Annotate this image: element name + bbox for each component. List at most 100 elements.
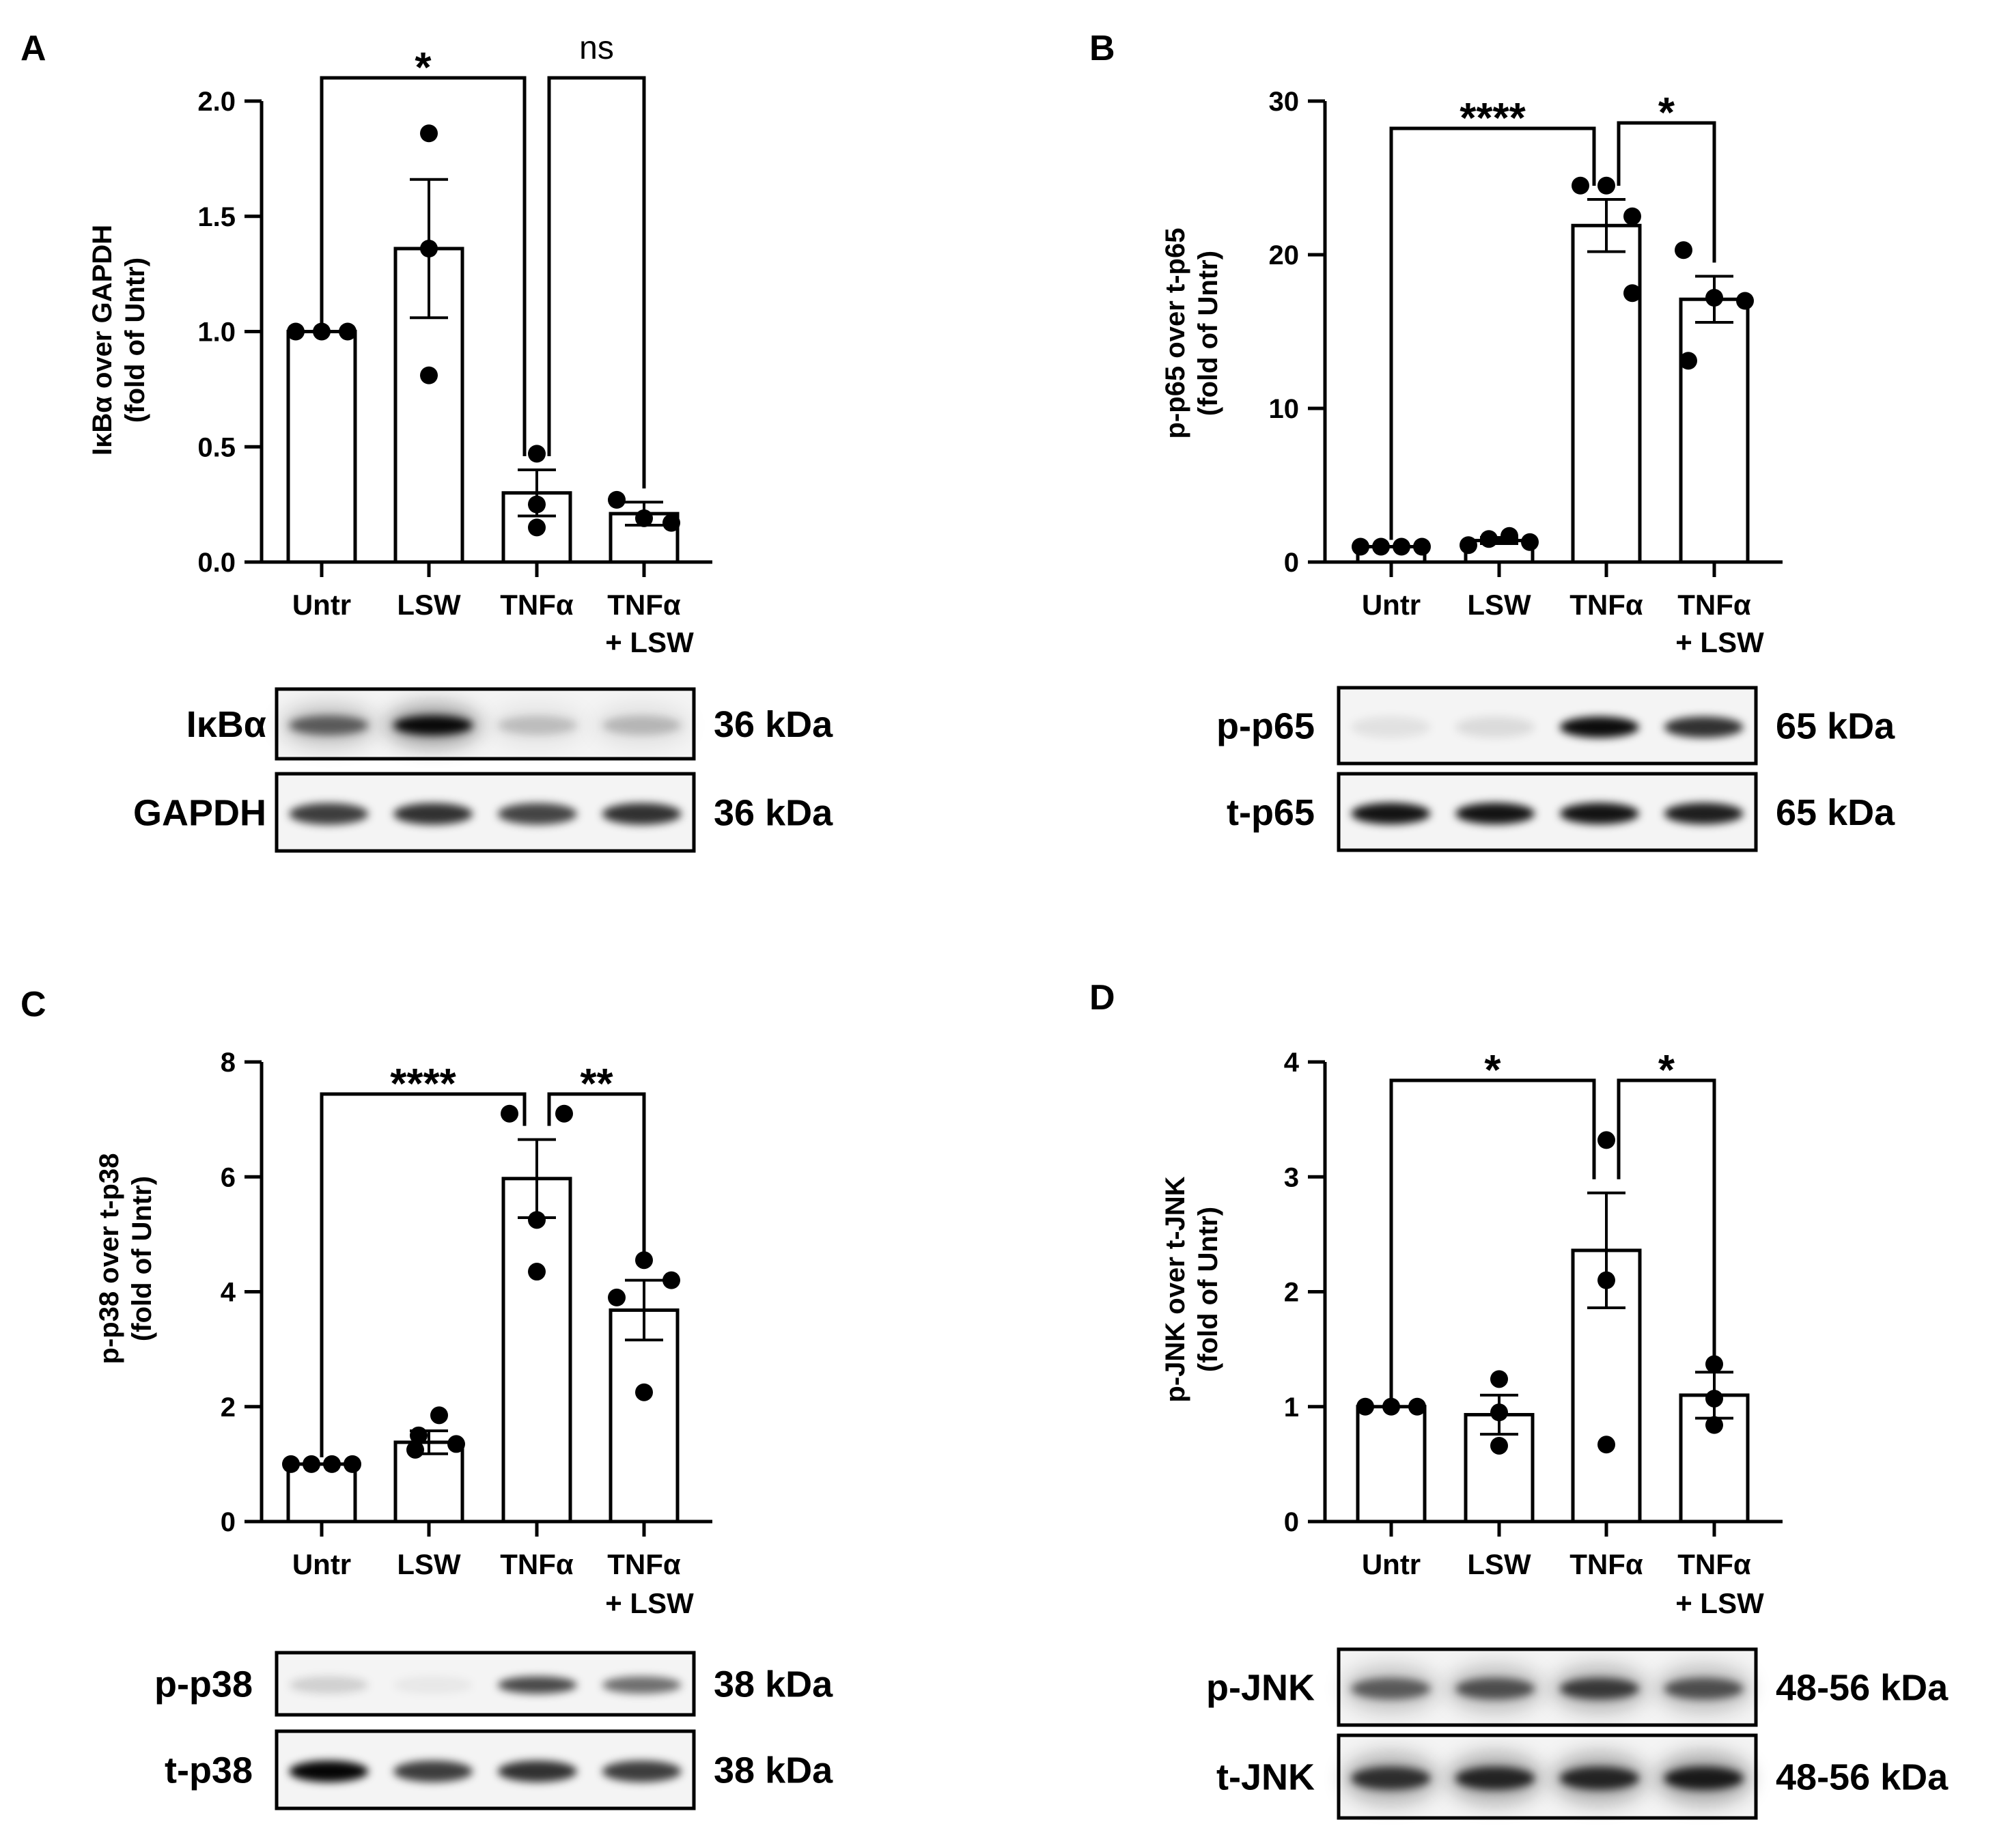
- blot-kda: 65 kDa: [1776, 792, 1895, 833]
- data-point: [1356, 1397, 1374, 1416]
- data-point: [1490, 1403, 1508, 1422]
- data-point: [339, 322, 357, 341]
- panel-b-blots: p-p65 65 kDa t-p65 65 kDa: [1216, 686, 1895, 852]
- blot-label: t-JNK: [1216, 1757, 1315, 1798]
- panel-c-ylabel-line1: p-p38 over t-p38: [94, 1153, 124, 1364]
- blot-band: [1351, 802, 1431, 824]
- panel-letter-a: A: [20, 29, 46, 68]
- bar: [1571, 223, 1642, 564]
- bar: [1356, 1405, 1427, 1524]
- significance-label: **: [580, 1061, 613, 1108]
- blot-label: IκBα: [186, 704, 266, 745]
- x-tick-label: Untr: [1362, 589, 1421, 621]
- y-tick-label: 0: [1284, 548, 1299, 578]
- data-point: [1623, 284, 1641, 303]
- data-point: [608, 490, 626, 509]
- blot-kda: 36 kDa: [714, 793, 833, 834]
- panel-a-plot: 0.0 0.5 1.0 1.5 2.0 Untr LSW TNFα TNFα + LSW * ns: [197, 30, 712, 658]
- data-point: [1597, 1271, 1615, 1289]
- significance-bracket: [1617, 121, 1716, 263]
- data-point: [528, 445, 546, 463]
- data-point: [635, 1383, 653, 1401]
- panel-a-ylabel-line2: (fold of Untr): [120, 257, 150, 423]
- x-tick-label: TNFα: [607, 1548, 681, 1580]
- data-point: [528, 1263, 546, 1281]
- data-point: [1597, 176, 1615, 195]
- data-point: [1705, 1389, 1723, 1408]
- data-point: [313, 322, 331, 341]
- significance-bracket: [320, 1092, 527, 1457]
- data-point: [1372, 537, 1390, 556]
- y-tick-label: 2: [221, 1392, 236, 1423]
- blot-band: [1351, 716, 1431, 738]
- x-tick-label: Untr: [1362, 1548, 1421, 1580]
- data-point: [528, 518, 546, 537]
- data-point: [287, 322, 305, 341]
- blot-band: [1455, 802, 1535, 824]
- significance-label: *: [1484, 1047, 1501, 1094]
- data-point: [662, 1271, 680, 1289]
- data-point: [1413, 537, 1431, 556]
- panel-d-ylabel-line2: (fold of Untr): [1193, 1207, 1223, 1372]
- x-tick-label: + LSW: [1675, 626, 1764, 658]
- panel-letter-b: B: [1089, 29, 1115, 68]
- significance-bracket: [1389, 126, 1596, 540]
- data-point: [528, 495, 546, 514]
- panel-c-blots: p-p38 38 kDa t-p38 38 kDa: [154, 1651, 833, 1810]
- blot-band: [1351, 1766, 1431, 1790]
- panel-d-plot: 0 1 2 3 4 Untr LSW TNFα TNFα + LSW * *: [1284, 1047, 1783, 1619]
- blot-band: [289, 1760, 369, 1782]
- blot-band: [1664, 1766, 1744, 1790]
- x-tick-label: Untr: [292, 1548, 351, 1580]
- blot-band: [393, 802, 473, 825]
- blot-kda: 38 kDa: [714, 1750, 833, 1791]
- data-point: [1490, 1436, 1508, 1455]
- data-point: [420, 124, 438, 143]
- x-tick-label: Untr: [292, 589, 351, 621]
- x-tick-label: + LSW: [1675, 1587, 1764, 1619]
- bar: [286, 1462, 357, 1524]
- significance-label: *: [1658, 89, 1675, 137]
- significance-bracket: [320, 76, 527, 456]
- significance-bracket: [1617, 1078, 1716, 1359]
- blot-band: [602, 1676, 682, 1694]
- panel-a: A IκBα over GAPDH (fold of Untr) 0.0 0.5 1…: [20, 29, 833, 853]
- data-point: [1352, 537, 1369, 556]
- data-point: [1460, 536, 1477, 555]
- panel-b: B p-p65 over t-p65 (fold of Untr) 0 10 20 3…: [1089, 29, 1895, 852]
- significance-label: ns: [579, 30, 614, 66]
- data-point: [1572, 176, 1589, 195]
- data-point: [323, 1455, 341, 1473]
- data-point: [1500, 527, 1518, 545]
- blot-band: [1664, 802, 1744, 824]
- blot-label: p-JNK: [1206, 1668, 1315, 1709]
- panel-c: C p-p38 over t-p38 (fold of Untr) 0 2 4 6 8 U…: [20, 985, 833, 1810]
- bar: [393, 1440, 464, 1524]
- y-tick-label: 4: [221, 1278, 236, 1308]
- panel-letter-c: C: [20, 985, 46, 1024]
- data-point: [1705, 1416, 1723, 1434]
- blot-band: [602, 802, 682, 825]
- panel-a-ylabel-line1: IκBα over GAPDH: [87, 225, 117, 456]
- y-tick-label: 0: [1284, 1507, 1299, 1537]
- y-tick-label: 20: [1269, 240, 1300, 270]
- panel-c-ylabel-line2: (fold of Untr): [127, 1176, 157, 1341]
- x-tick-label: LSW: [397, 1548, 461, 1580]
- data-point: [1679, 352, 1697, 370]
- blot-band: [289, 1676, 369, 1694]
- x-tick-label: + LSW: [605, 1587, 694, 1619]
- data-point: [303, 1455, 320, 1473]
- y-tick-label: 0.5: [197, 432, 236, 462]
- data-point: [420, 366, 438, 384]
- blot-band: [1559, 1766, 1639, 1790]
- data-point: [635, 509, 653, 527]
- data-point: [430, 1406, 448, 1425]
- blot-band: [1664, 716, 1744, 738]
- y-tick-label: 4: [1284, 1048, 1300, 1078]
- panel-d-blots: p-JNK 48-56 kDa t-JNK 48-56 kDa: [1206, 1647, 1949, 1820]
- blot-band: [497, 1676, 577, 1694]
- blot-band: [1559, 802, 1639, 824]
- blot-band: [497, 715, 577, 736]
